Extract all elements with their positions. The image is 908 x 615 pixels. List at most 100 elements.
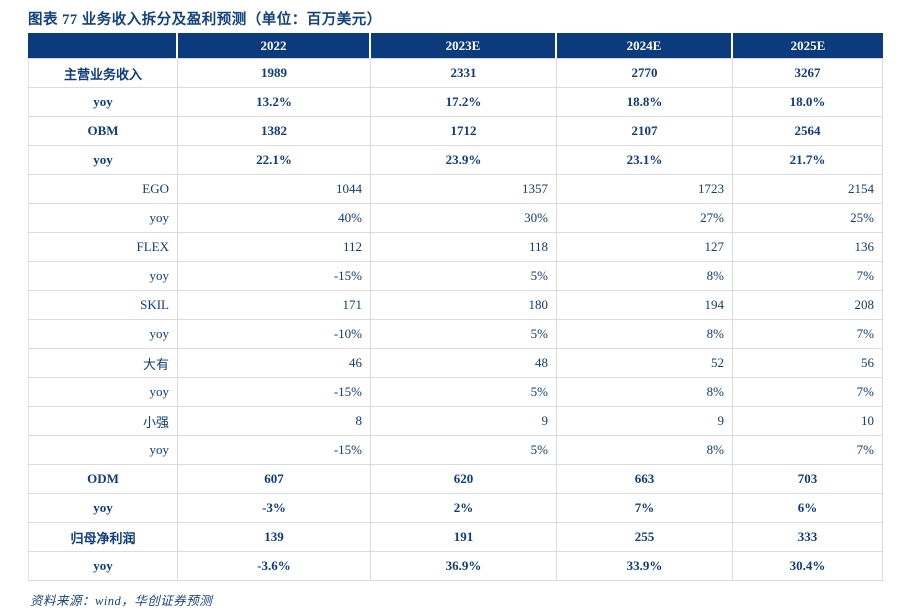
row-label: yoy — [28, 436, 178, 465]
row-label: SKIL — [28, 291, 178, 320]
header-cell-2024e: 2024E — [557, 33, 733, 59]
row-value: 5% — [371, 262, 557, 291]
header-cell-2022: 2022 — [178, 33, 371, 59]
row-value: -15% — [178, 378, 371, 407]
row-label: 归母净利润 — [28, 523, 178, 552]
row-label: yoy — [28, 262, 178, 291]
row-value: 22.1% — [178, 146, 371, 175]
row-value: 5% — [371, 378, 557, 407]
table-row: yoy -15% 5% 8% 7% — [28, 436, 883, 465]
row-value: 30% — [371, 204, 557, 233]
row-value: 7% — [733, 378, 883, 407]
row-value: 7% — [733, 320, 883, 349]
row-label: EGO — [28, 175, 178, 204]
table-row: yoy -10% 5% 8% 7% — [28, 320, 883, 349]
row-value: 1357 — [371, 175, 557, 204]
row-value: 23.1% — [557, 146, 733, 175]
row-value: 7% — [733, 436, 883, 465]
row-value: 333 — [733, 523, 883, 552]
table-row: 归母净利润 139 191 255 333 — [28, 523, 883, 552]
row-value: 208 — [733, 291, 883, 320]
forecast-table: 2022 2023E 2024E 2025E 主营业务收入 1989 2331 277… — [28, 33, 883, 581]
row-value: 2154 — [733, 175, 883, 204]
row-value: -15% — [178, 262, 371, 291]
row-value: -15% — [178, 436, 371, 465]
row-value: 1712 — [371, 117, 557, 146]
figure-title: 图表 77 业务收入拆分及盈利预测（单位：百万美元） — [28, 12, 382, 28]
row-value: 33.9% — [557, 552, 733, 581]
table-row: yoy -3.6% 36.9% 33.9% 30.4% — [28, 552, 883, 581]
table-row: yoy 40% 30% 27% 25% — [28, 204, 883, 233]
row-label: yoy — [28, 88, 178, 117]
row-value: 171 — [178, 291, 371, 320]
row-value: 8% — [557, 436, 733, 465]
row-label: yoy — [28, 204, 178, 233]
row-value: 36.9% — [371, 552, 557, 581]
row-label: OBM — [28, 117, 178, 146]
row-value: 40% — [178, 204, 371, 233]
row-value: -3.6% — [178, 552, 371, 581]
table-row: yoy -3% 2% 7% 6% — [28, 494, 883, 523]
table-row: 小强 8 9 9 10 — [28, 407, 883, 436]
row-value: 255 — [557, 523, 733, 552]
table-row: yoy -15% 5% 8% 7% — [28, 378, 883, 407]
row-value: 1382 — [178, 117, 371, 146]
row-value: 9 — [557, 407, 733, 436]
row-value: 8% — [557, 262, 733, 291]
row-value: -3% — [178, 494, 371, 523]
table-row: yoy -15% 5% 8% 7% — [28, 262, 883, 291]
row-label: yoy — [28, 146, 178, 175]
row-label: yoy — [28, 320, 178, 349]
row-value: 27% — [557, 204, 733, 233]
row-value: 6% — [733, 494, 883, 523]
table-row: 主营业务收入 1989 2331 2770 3267 — [28, 59, 883, 88]
table-row: FLEX 112 118 127 136 — [28, 233, 883, 262]
row-value: 2770 — [557, 59, 733, 88]
row-value: 56 — [733, 349, 883, 378]
row-value: 5% — [371, 436, 557, 465]
row-value: 18.0% — [733, 88, 883, 117]
row-value: 1989 — [178, 59, 371, 88]
table-row: EGO 1044 1357 1723 2154 — [28, 175, 883, 204]
row-value: 18.8% — [557, 88, 733, 117]
row-value: 2% — [371, 494, 557, 523]
row-value: -10% — [178, 320, 371, 349]
row-value: 118 — [371, 233, 557, 262]
row-value: 46 — [178, 349, 371, 378]
row-value: 7% — [733, 262, 883, 291]
source-note: 资料来源：wind，华创证券预测 — [30, 594, 213, 608]
row-value: 9 — [371, 407, 557, 436]
row-value: 13.2% — [178, 88, 371, 117]
row-value: 23.9% — [371, 146, 557, 175]
row-value: 17.2% — [371, 88, 557, 117]
row-value: 2107 — [557, 117, 733, 146]
table-row: ODM 607 620 663 703 — [28, 465, 883, 494]
row-label: 小强 — [28, 407, 178, 436]
row-value: 2331 — [371, 59, 557, 88]
row-value: 3267 — [733, 59, 883, 88]
row-value: 194 — [557, 291, 733, 320]
row-value: 48 — [371, 349, 557, 378]
row-value: 25% — [733, 204, 883, 233]
row-label: ODM — [28, 465, 178, 494]
row-label: yoy — [28, 552, 178, 581]
row-value: 7% — [557, 494, 733, 523]
header-cell-2025e: 2025E — [733, 33, 883, 59]
header-cell-2023e: 2023E — [371, 33, 557, 59]
row-value: 5% — [371, 320, 557, 349]
table-row: SKIL 171 180 194 208 — [28, 291, 883, 320]
table-row: OBM 1382 1712 2107 2564 — [28, 117, 883, 146]
row-value: 620 — [371, 465, 557, 494]
row-value: 663 — [557, 465, 733, 494]
table-body: 主营业务收入 1989 2331 2770 3267 yoy 13.2% 17.2% 18.8%… — [28, 59, 883, 581]
row-value: 8 — [178, 407, 371, 436]
table-row: yoy 22.1% 23.9% 23.1% 21.7% — [28, 146, 883, 175]
header-row: 2022 2023E 2024E 2025E — [28, 33, 883, 59]
row-value: 52 — [557, 349, 733, 378]
row-value: 136 — [733, 233, 883, 262]
row-value: 180 — [371, 291, 557, 320]
row-label: yoy — [28, 378, 178, 407]
row-value: 8% — [557, 320, 733, 349]
row-value: 10 — [733, 407, 883, 436]
